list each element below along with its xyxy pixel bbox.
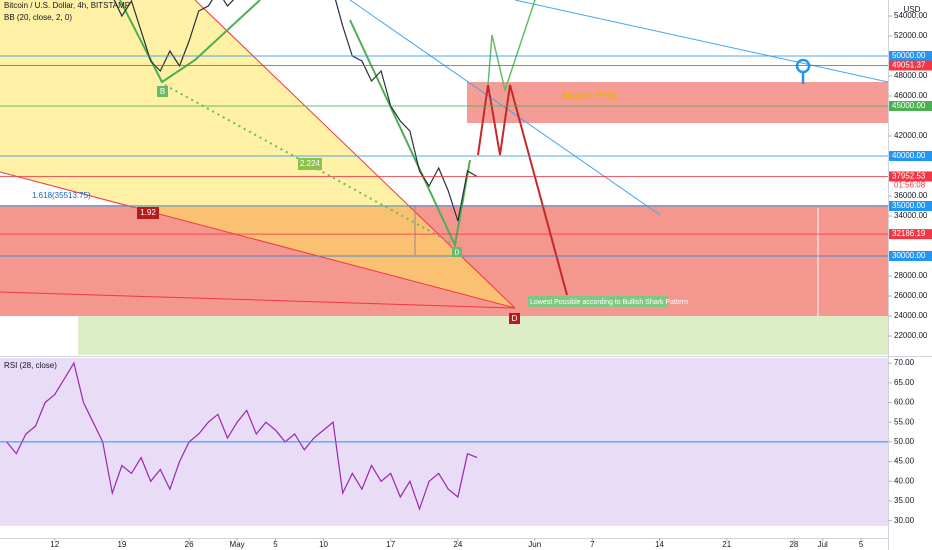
prz-label: Major PRZ: [563, 90, 618, 102]
level-tag: [889, 229, 932, 240]
pattern-edge: [0, 291, 516, 309]
x-tick-label: 12: [50, 540, 59, 549]
x-tick-label: 14: [655, 540, 664, 549]
pattern-triangle: [0, 0, 515, 308]
rsi-label: RSI (28, close): [4, 361, 57, 370]
y-tick-label: 30.00: [894, 516, 915, 525]
level-label: 32186.19: [892, 229, 926, 238]
projection-arrow: [477, 84, 568, 296]
level-tag: [889, 60, 932, 71]
x-tick-label: 24: [453, 540, 462, 549]
level-label: 49051.37: [892, 61, 926, 70]
point-box: [157, 86, 168, 97]
level-tag: [889, 251, 932, 261]
y-tick-label: 50.00: [894, 437, 915, 446]
x-tick-label: 28: [789, 540, 798, 549]
y-tick-label: 48000.00: [894, 71, 928, 80]
level-tag: [889, 201, 932, 211]
point-box: [452, 247, 462, 257]
currency: USD: [904, 5, 921, 14]
y-tick-label: 28000.00: [894, 271, 928, 280]
fib-label: 1.92: [140, 208, 156, 217]
fib-label: 2.224: [300, 159, 321, 168]
x-tick-label: 21: [722, 540, 731, 549]
level-tag: [889, 171, 932, 182]
point-label: D: [454, 249, 459, 256]
y-tick-label: 36000.00: [894, 191, 928, 200]
pattern-note: Lowest Possible according to Bullish Sha…: [530, 299, 688, 306]
alert-pin[interactable]: [795, 58, 811, 84]
point-box: [509, 313, 520, 324]
level-label: 50000.00: [892, 51, 926, 60]
level-label: 37952.53: [892, 172, 926, 181]
y-tick-label: 46000.00: [894, 91, 928, 100]
x-tick-label: 7: [590, 540, 595, 549]
series-group: [6, 361, 478, 511]
harmonic-leg: [119, 0, 261, 84]
x-tick-label: 26: [185, 540, 194, 549]
y-tick-label: 55.00: [894, 417, 915, 426]
symbol-title: Bitcoin / U.S. Dollar, 4h, BITSTAMP: [4, 1, 130, 10]
price-line: [113, 0, 478, 222]
x-tick-label: Jun: [528, 540, 541, 549]
level-label: 45000.00: [892, 101, 926, 110]
series-group: [113, 0, 478, 222]
target-zone: [78, 316, 888, 355]
level-label: 40000.00: [892, 151, 926, 160]
indicator-label: BB (20, close, 2, 0): [4, 13, 72, 22]
drawings: [0, 0, 888, 355]
y-tick-label: 24000.00: [894, 311, 928, 320]
trend-line: [514, 0, 888, 83]
label-box: [298, 158, 322, 170]
x-tick-label: 17: [386, 540, 395, 549]
x-tick-label: Jul: [818, 540, 828, 549]
harmonic-leg: [349, 19, 471, 249]
level-tag: [889, 101, 932, 111]
x-tick-label: 5: [273, 540, 278, 549]
x-tick-label: 10: [319, 540, 328, 549]
label-box: [528, 296, 668, 307]
pattern-edge: [0, 171, 516, 309]
fib-line: [164, 84, 456, 246]
trend-line: [349, 0, 661, 216]
y-tick-label: 70.00: [894, 358, 915, 367]
y-tick-label: 35.00: [894, 496, 915, 505]
y-tick-label: 54000.00: [894, 11, 928, 20]
price-line: [6, 361, 478, 511]
y-tick-label: 60.00: [894, 398, 915, 407]
y-tick-label: 45.00: [894, 457, 915, 466]
y-tick-label: 40.00: [894, 476, 915, 485]
projection-path: [487, 0, 536, 93]
point-label: B: [160, 87, 165, 96]
y-tick-label: 65.00: [894, 378, 915, 387]
level-label: 30000.00: [892, 251, 926, 260]
x-tick-label: 5: [859, 540, 864, 549]
prz-zone: [467, 82, 888, 123]
countdown: 01:56:08: [894, 181, 926, 190]
fib-label: 1.618(35513.75): [32, 191, 91, 200]
x-tick-label: 19: [117, 540, 126, 549]
level-label: 35000.00: [892, 201, 926, 210]
y-tick-label: 42000.00: [894, 131, 928, 140]
y-tick-label: 34000.00: [894, 211, 928, 220]
point-label: D: [512, 314, 518, 323]
x-tick-label: May: [230, 540, 245, 549]
y-tick-label: 26000.00: [894, 291, 928, 300]
level-tag: [889, 51, 932, 61]
level-tag: [889, 151, 932, 161]
y-tick-label: 22000.00: [894, 331, 928, 340]
y-tick-label: 52000.00: [894, 31, 928, 40]
label-box: [137, 207, 159, 219]
